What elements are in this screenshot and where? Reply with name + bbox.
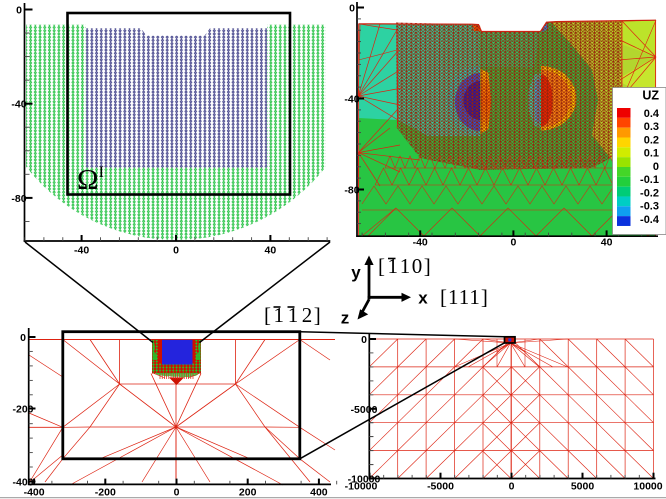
svg-text:200: 200 bbox=[239, 487, 257, 499]
svg-text:-5000: -5000 bbox=[427, 481, 454, 493]
svg-text:0: 0 bbox=[349, 3, 355, 15]
svg-text:-5000: -5000 bbox=[351, 404, 378, 416]
svg-text:-0.2: -0.2 bbox=[640, 187, 659, 199]
svg-text:UZ: UZ bbox=[642, 89, 659, 103]
svg-text:-200: -200 bbox=[95, 487, 116, 499]
svg-text:0: 0 bbox=[20, 332, 26, 344]
svg-text:[111]: [111] bbox=[440, 285, 489, 309]
svg-text:z: z bbox=[341, 309, 350, 328]
svg-text:x: x bbox=[418, 289, 428, 308]
svg-text:-0.3: -0.3 bbox=[640, 201, 659, 213]
svg-text:0: 0 bbox=[174, 487, 180, 499]
svg-text:0: 0 bbox=[510, 237, 516, 249]
svg-text:0: 0 bbox=[361, 334, 367, 346]
svg-text:-40: -40 bbox=[413, 237, 428, 249]
svg-text:-40: -40 bbox=[74, 245, 89, 257]
svg-text:-40: -40 bbox=[344, 94, 359, 106]
svg-text:0: 0 bbox=[653, 161, 659, 173]
svg-text:0.3: 0.3 bbox=[644, 121, 659, 133]
svg-text:-10000: -10000 bbox=[345, 481, 378, 493]
svg-text:0: 0 bbox=[173, 245, 179, 257]
svg-text:0: 0 bbox=[16, 5, 22, 17]
svg-text:40: 40 bbox=[265, 245, 277, 257]
svg-text:0.2: 0.2 bbox=[644, 134, 659, 146]
svg-text:5000: 5000 bbox=[571, 481, 595, 493]
svg-text:10000: 10000 bbox=[633, 481, 662, 493]
svg-text:-400: -400 bbox=[12, 477, 33, 489]
svg-text:-200: -200 bbox=[12, 404, 33, 416]
svg-text:-0.4: -0.4 bbox=[640, 214, 660, 226]
svg-text:0.4: 0.4 bbox=[644, 108, 660, 120]
svg-text:-40: -40 bbox=[11, 99, 26, 111]
svg-text:-80: -80 bbox=[11, 193, 26, 205]
svg-text:40: 40 bbox=[601, 237, 613, 249]
svg-text:400: 400 bbox=[310, 487, 328, 499]
svg-text:-80: -80 bbox=[344, 185, 359, 197]
svg-text:-400: -400 bbox=[24, 487, 45, 499]
svg-text:-10000: -10000 bbox=[348, 473, 381, 485]
svg-text:y: y bbox=[351, 263, 361, 282]
svg-text:-0.1: -0.1 bbox=[640, 174, 659, 186]
svg-text:0: 0 bbox=[509, 481, 515, 493]
svg-text:[110]: [110] bbox=[378, 254, 432, 278]
svg-text:0.1: 0.1 bbox=[644, 148, 659, 160]
